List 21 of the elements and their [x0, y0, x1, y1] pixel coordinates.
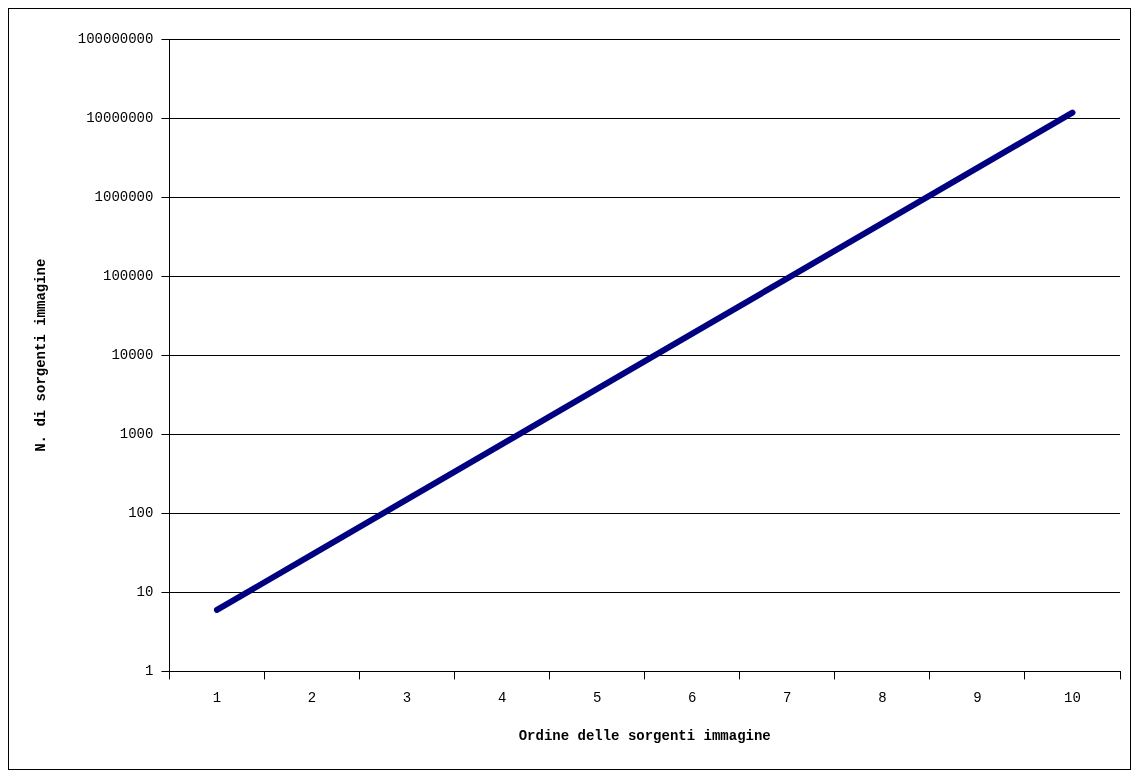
x-tick-label: 10: [1064, 689, 1081, 706]
y-tick-label: 100: [128, 505, 154, 521]
y-axis-title: N. di sorgenti immagine: [32, 258, 49, 452]
y-tick-label: 10000000: [86, 109, 154, 126]
y-tick-label: 10: [136, 584, 154, 601]
x-tick-label: 4: [497, 689, 507, 706]
x-tick-label: 5: [592, 689, 602, 706]
x-tick-label: 6: [688, 689, 697, 706]
x-tick-label: 3: [402, 689, 412, 706]
y-tick-label: 1000: [119, 425, 154, 442]
y-tick-label: 1000000: [94, 188, 154, 205]
x-tick-label: 7: [783, 689, 792, 706]
y-tick-label: 10000: [111, 346, 154, 363]
x-axis-title: Ordine delle sorgenti immagine: [518, 728, 771, 745]
y-tick-label: 1: [145, 663, 154, 680]
x-tick-label: 9: [973, 689, 982, 706]
x-tick-label: 1: [212, 689, 222, 706]
x-tick-label: 2: [307, 689, 317, 706]
x-tick-label: 8: [878, 689, 887, 706]
y-tick-label: 100000000: [77, 30, 154, 47]
y-tick-label: 100000: [102, 267, 154, 284]
